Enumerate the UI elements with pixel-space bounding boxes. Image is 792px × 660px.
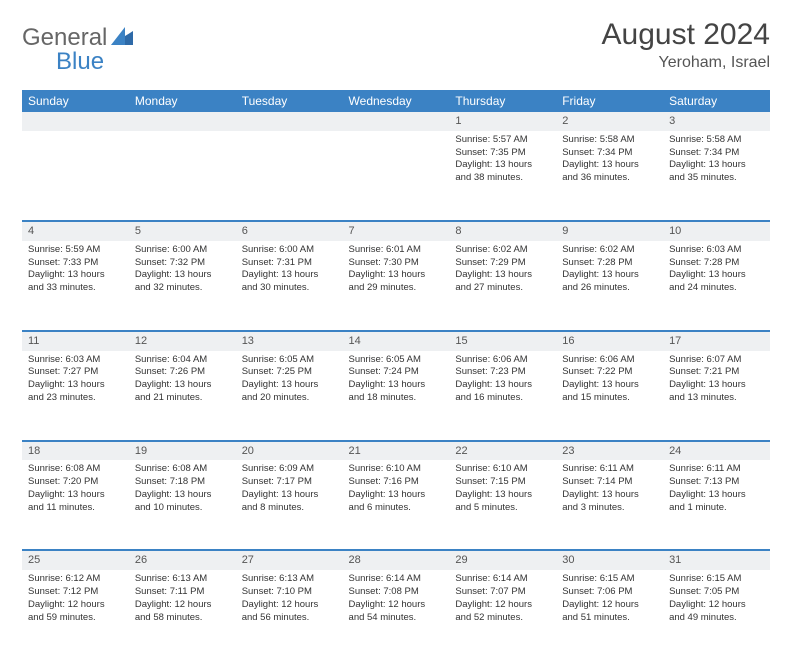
day-number-cell: 2 <box>556 112 663 131</box>
day-number-cell: 14 <box>343 331 450 351</box>
day-number-cell: 9 <box>556 221 663 241</box>
day-info-cell: Sunrise: 6:06 AMSunset: 7:22 PMDaylight:… <box>556 351 663 441</box>
day-number-cell: 1 <box>449 112 556 131</box>
day-number-cell: 12 <box>129 331 236 351</box>
day-number-cell: 26 <box>129 550 236 570</box>
day-info-cell: Sunrise: 6:07 AMSunset: 7:21 PMDaylight:… <box>663 351 770 441</box>
day-info-row: Sunrise: 5:59 AMSunset: 7:33 PMDaylight:… <box>22 241 770 331</box>
weekday-header: Thursday <box>449 90 556 112</box>
weekday-header-row: SundayMondayTuesdayWednesdayThursdayFrid… <box>22 90 770 112</box>
day-number-cell <box>22 112 129 131</box>
day-number-cell: 21 <box>343 441 450 461</box>
weekday-header: Monday <box>129 90 236 112</box>
day-info-cell: Sunrise: 6:08 AMSunset: 7:18 PMDaylight:… <box>129 460 236 550</box>
calendar-table: SundayMondayTuesdayWednesdayThursdayFrid… <box>22 90 770 660</box>
day-number-cell: 29 <box>449 550 556 570</box>
title-block: August 2024 Yeroham, Israel <box>602 18 770 72</box>
day-info-cell: Sunrise: 6:15 AMSunset: 7:06 PMDaylight:… <box>556 570 663 660</box>
day-info-cell <box>236 131 343 221</box>
day-info-cell: Sunrise: 5:58 AMSunset: 7:34 PMDaylight:… <box>663 131 770 221</box>
day-info-cell: Sunrise: 6:15 AMSunset: 7:05 PMDaylight:… <box>663 570 770 660</box>
day-info-cell: Sunrise: 6:13 AMSunset: 7:10 PMDaylight:… <box>236 570 343 660</box>
day-info-cell: Sunrise: 6:05 AMSunset: 7:25 PMDaylight:… <box>236 351 343 441</box>
day-number-cell: 3 <box>663 112 770 131</box>
day-info-cell: Sunrise: 6:14 AMSunset: 7:08 PMDaylight:… <box>343 570 450 660</box>
day-number-row: 45678910 <box>22 221 770 241</box>
day-info-cell: Sunrise: 6:02 AMSunset: 7:29 PMDaylight:… <box>449 241 556 331</box>
day-number-cell: 27 <box>236 550 343 570</box>
day-info-cell: Sunrise: 6:08 AMSunset: 7:20 PMDaylight:… <box>22 460 129 550</box>
weekday-header: Friday <box>556 90 663 112</box>
day-number-cell: 13 <box>236 331 343 351</box>
day-info-cell <box>129 131 236 221</box>
day-info-cell: Sunrise: 5:59 AMSunset: 7:33 PMDaylight:… <box>22 241 129 331</box>
day-number-cell <box>236 112 343 131</box>
weekday-header: Wednesday <box>343 90 450 112</box>
day-info-cell <box>22 131 129 221</box>
day-number-row: 18192021222324 <box>22 441 770 461</box>
calendar-body: 123Sunrise: 5:57 AMSunset: 7:35 PMDaylig… <box>22 112 770 660</box>
weekday-header: Saturday <box>663 90 770 112</box>
day-number-cell: 7 <box>343 221 450 241</box>
day-number-cell: 8 <box>449 221 556 241</box>
location-label: Yeroham, Israel <box>602 54 770 72</box>
day-number-row: 25262728293031 <box>22 550 770 570</box>
day-info-cell: Sunrise: 6:09 AMSunset: 7:17 PMDaylight:… <box>236 460 343 550</box>
day-number-cell: 10 <box>663 221 770 241</box>
weekday-header: Tuesday <box>236 90 343 112</box>
day-number-cell: 18 <box>22 441 129 461</box>
brand-mark-icon <box>111 27 133 50</box>
day-number-cell: 6 <box>236 221 343 241</box>
day-info-cell: Sunrise: 6:13 AMSunset: 7:11 PMDaylight:… <box>129 570 236 660</box>
day-number-cell: 16 <box>556 331 663 351</box>
day-info-cell: Sunrise: 6:12 AMSunset: 7:12 PMDaylight:… <box>22 570 129 660</box>
day-info-row: Sunrise: 6:03 AMSunset: 7:27 PMDaylight:… <box>22 351 770 441</box>
day-info-cell: Sunrise: 6:10 AMSunset: 7:16 PMDaylight:… <box>343 460 450 550</box>
day-info-cell: Sunrise: 6:10 AMSunset: 7:15 PMDaylight:… <box>449 460 556 550</box>
day-info-row: Sunrise: 6:08 AMSunset: 7:20 PMDaylight:… <box>22 460 770 550</box>
brand-part2: Blue <box>56 48 104 76</box>
day-number-cell: 30 <box>556 550 663 570</box>
day-info-cell: Sunrise: 6:03 AMSunset: 7:27 PMDaylight:… <box>22 351 129 441</box>
day-info-cell: Sunrise: 6:05 AMSunset: 7:24 PMDaylight:… <box>343 351 450 441</box>
day-info-cell: Sunrise: 6:02 AMSunset: 7:28 PMDaylight:… <box>556 241 663 331</box>
day-number-cell: 31 <box>663 550 770 570</box>
day-info-cell: Sunrise: 6:00 AMSunset: 7:32 PMDaylight:… <box>129 241 236 331</box>
month-title: August 2024 <box>602 18 770 52</box>
day-info-cell: Sunrise: 6:01 AMSunset: 7:30 PMDaylight:… <box>343 241 450 331</box>
day-info-cell: Sunrise: 5:57 AMSunset: 7:35 PMDaylight:… <box>449 131 556 221</box>
day-info-cell: Sunrise: 6:00 AMSunset: 7:31 PMDaylight:… <box>236 241 343 331</box>
day-info-cell: Sunrise: 6:06 AMSunset: 7:23 PMDaylight:… <box>449 351 556 441</box>
day-number-cell: 19 <box>129 441 236 461</box>
day-number-cell: 25 <box>22 550 129 570</box>
day-number-row: 123 <box>22 112 770 131</box>
day-info-cell: Sunrise: 6:04 AMSunset: 7:26 PMDaylight:… <box>129 351 236 441</box>
day-number-cell: 5 <box>129 221 236 241</box>
day-number-cell: 15 <box>449 331 556 351</box>
day-number-cell: 22 <box>449 441 556 461</box>
day-info-cell: Sunrise: 6:11 AMSunset: 7:14 PMDaylight:… <box>556 460 663 550</box>
day-info-cell: Sunrise: 5:58 AMSunset: 7:34 PMDaylight:… <box>556 131 663 221</box>
day-info-cell <box>343 131 450 221</box>
day-number-cell: 20 <box>236 441 343 461</box>
day-info-row: Sunrise: 5:57 AMSunset: 7:35 PMDaylight:… <box>22 131 770 221</box>
day-info-row: Sunrise: 6:12 AMSunset: 7:12 PMDaylight:… <box>22 570 770 660</box>
day-info-cell: Sunrise: 6:11 AMSunset: 7:13 PMDaylight:… <box>663 460 770 550</box>
day-number-cell: 17 <box>663 331 770 351</box>
day-number-cell <box>129 112 236 131</box>
day-number-cell: 24 <box>663 441 770 461</box>
day-number-cell <box>343 112 450 131</box>
day-info-cell: Sunrise: 6:14 AMSunset: 7:07 PMDaylight:… <box>449 570 556 660</box>
day-info-cell: Sunrise: 6:03 AMSunset: 7:28 PMDaylight:… <box>663 241 770 331</box>
day-number-cell: 23 <box>556 441 663 461</box>
day-number-cell: 11 <box>22 331 129 351</box>
day-number-cell: 28 <box>343 550 450 570</box>
day-number-cell: 4 <box>22 221 129 241</box>
weekday-header: Sunday <box>22 90 129 112</box>
day-number-row: 11121314151617 <box>22 331 770 351</box>
